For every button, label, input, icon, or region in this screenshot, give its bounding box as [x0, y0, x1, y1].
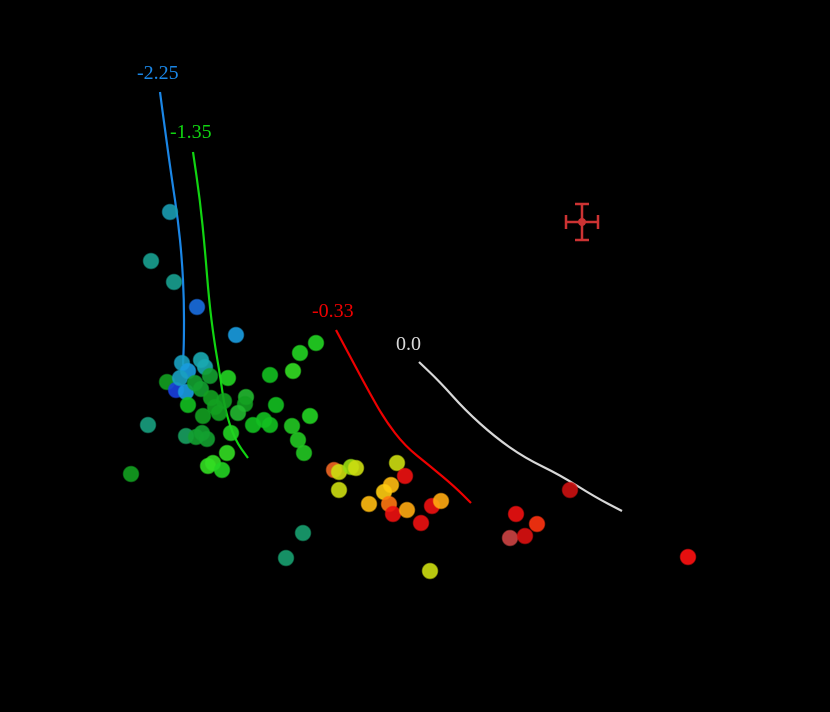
data-point	[679, 548, 697, 566]
data-point	[201, 367, 219, 385]
data-point	[507, 505, 525, 523]
data-points	[122, 203, 697, 580]
data-point	[528, 515, 546, 533]
data-point	[307, 334, 325, 352]
data-point	[421, 562, 439, 580]
curve-label: 0.0	[396, 333, 421, 355]
error-bar-center	[578, 218, 586, 226]
curve-label: -0.33	[312, 300, 354, 322]
data-point	[277, 549, 295, 567]
curve-label: -1.35	[170, 121, 212, 143]
data-point	[165, 273, 183, 291]
data-point	[432, 492, 450, 510]
data-point	[210, 404, 228, 422]
data-point	[142, 252, 160, 270]
data-point	[122, 465, 140, 483]
curve-line	[191, 151, 249, 459]
curve-label: -2.25	[137, 62, 179, 84]
data-point	[261, 416, 279, 434]
data-point	[396, 467, 414, 485]
data-point	[347, 459, 365, 477]
data-point	[188, 298, 206, 316]
data-point	[501, 529, 519, 547]
data-point	[301, 407, 319, 425]
data-point	[291, 344, 309, 362]
data-point	[360, 495, 378, 513]
data-point	[171, 369, 189, 387]
curve-line	[335, 329, 472, 504]
data-point	[388, 454, 406, 472]
data-point	[198, 430, 216, 448]
error-bar-marker	[564, 202, 600, 242]
data-point	[139, 416, 157, 434]
data-point	[516, 527, 534, 545]
data-point	[398, 501, 416, 519]
data-point	[330, 481, 348, 499]
curve-labels: -2.25 -1.35 -0.33 0.0	[137, 62, 421, 355]
data-point	[222, 424, 240, 442]
data-point	[213, 461, 231, 479]
curve-line	[158, 91, 186, 366]
data-point	[412, 514, 430, 532]
data-point	[284, 362, 302, 380]
data-point	[219, 369, 237, 387]
data-point	[227, 326, 245, 344]
metallicity-curves	[158, 91, 623, 512]
data-point	[267, 396, 285, 414]
data-point	[561, 481, 579, 499]
data-point	[218, 444, 236, 462]
data-point	[194, 407, 212, 425]
data-point	[161, 203, 179, 221]
data-point	[179, 396, 197, 414]
data-point	[283, 417, 301, 435]
data-point	[295, 444, 313, 462]
data-point	[229, 404, 247, 422]
data-point	[384, 505, 402, 523]
curve-line	[418, 361, 623, 512]
data-point	[261, 366, 279, 384]
data-point	[294, 524, 312, 542]
